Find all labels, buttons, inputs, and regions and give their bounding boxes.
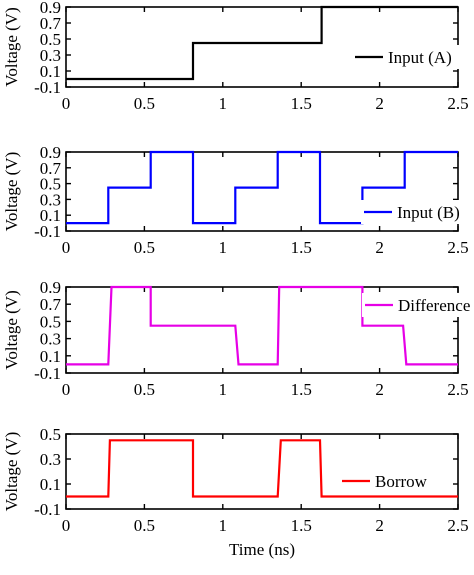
y-tick-label: -0.1 (34, 500, 61, 519)
y-tick-label: 0.3 (40, 46, 61, 65)
x-tick-label: 0.5 (134, 94, 155, 113)
y-tick-label: 0.3 (40, 450, 61, 469)
y-axis-label: Voltage (V) (2, 290, 21, 369)
y-tick-label: 0.1 (40, 347, 61, 366)
x-tick-label: 2.5 (447, 516, 468, 535)
x-tick-label: 1.5 (291, 380, 312, 399)
x-tick-label: 1.5 (291, 238, 312, 257)
y-axis-label: Voltage (V) (2, 152, 21, 231)
y-tick-label: 0.1 (40, 206, 61, 225)
y-tick-label: 0.9 (40, 0, 61, 17)
x-tick-label: 0 (62, 380, 71, 399)
x-tick-label: 1 (219, 516, 228, 535)
x-tick-label: 2 (375, 380, 384, 399)
y-tick-label: -0.1 (34, 222, 61, 241)
x-tick-label: 0.5 (134, 516, 155, 535)
x-axis-label: Time (ns) (229, 540, 295, 559)
series-line-input-a (66, 5, 458, 81)
y-tick-label: 0.5 (40, 312, 61, 331)
x-tick-label: 1 (219, 94, 228, 113)
x-tick-label: 2.5 (447, 380, 468, 399)
legend-label: Input (B) (397, 203, 460, 222)
legend-label: Borrow (375, 472, 428, 491)
x-tick-label: 0 (62, 516, 71, 535)
x-tick-label: 0 (62, 94, 71, 113)
x-tick-label: 1 (219, 380, 228, 399)
y-tick-label: 0.5 (40, 175, 61, 194)
legend-label: Input (A) (388, 48, 452, 67)
x-tick-label: 2 (375, 516, 384, 535)
y-tick-label: 0.1 (40, 62, 61, 81)
x-tick-label: 0.5 (134, 238, 155, 257)
y-tick-label: 0.3 (40, 330, 61, 349)
y-tick-label: 0.1 (40, 475, 61, 494)
x-tick-label: 1.5 (291, 94, 312, 113)
x-tick-label: 2 (375, 238, 384, 257)
legend: Borrow (339, 469, 437, 493)
y-tick-label: 0.5 (40, 30, 61, 49)
y-tick-label: 0.7 (40, 295, 62, 314)
x-tick-label: 1.5 (291, 516, 312, 535)
plot-frame (65, 151, 459, 232)
x-tick-label: 2.5 (447, 94, 468, 113)
y-tick-label: 0.7 (40, 159, 62, 178)
x-tick-label: 0 (62, 238, 71, 257)
y-tick-label: 0.3 (40, 190, 61, 209)
legend: Input (A) (352, 45, 474, 69)
x-tick-label: 0.5 (134, 380, 155, 399)
series-line-borrow (66, 439, 458, 498)
y-axis-label: Voltage (V) (2, 7, 21, 86)
series-line-difference (66, 285, 458, 366)
x-tick-label: 1 (219, 238, 228, 257)
y-tick-label: 0.5 (40, 425, 61, 444)
legend: Difference (362, 293, 474, 317)
legend-label: Difference (398, 296, 470, 315)
legend: Input (B) (361, 200, 474, 224)
x-tick-label: 2.5 (447, 238, 468, 257)
plot-frame (65, 433, 459, 510)
x-tick-label: 2 (375, 94, 384, 113)
y-tick-label: 0.9 (40, 278, 61, 297)
y-axis-label: Voltage (V) (2, 432, 21, 511)
plot-frame (65, 286, 459, 374)
y-tick-label: -0.1 (34, 364, 61, 383)
panel-4: 0 0.5 1 1.5 2 2.5 -0.1 0.1 0.3 0.5 Voltage (V) Time… (2, 425, 469, 559)
y-tick-label: 0.9 (40, 143, 61, 162)
y-tick-label: 0.7 (40, 14, 62, 33)
series-line-input-b (66, 150, 458, 225)
y-tick-label: -0.1 (34, 78, 61, 97)
